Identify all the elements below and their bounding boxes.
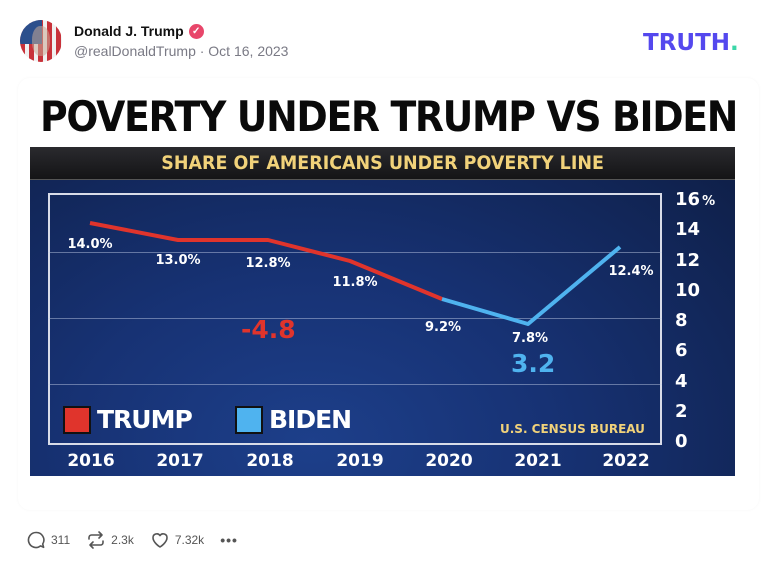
gridline-4 [48,384,662,385]
ytick-unit: % [702,194,716,209]
ytick-14: 14 [675,219,701,240]
logo-text: TRUTH [643,30,731,56]
legend-biden: BIDEN [235,405,352,434]
point-label-2016: 14.0% [67,237,113,252]
gridline-8 [48,318,662,319]
line-series [89,221,622,326]
author-info: Donald J. Trump ✓ @realDonaldTrump · Oct… [74,23,288,59]
heart-icon [152,533,168,548]
reply-icon [27,531,45,549]
ytick-value: 16 [675,189,701,210]
legend-label-biden: BIDEN [269,405,352,434]
legend-label-trump: TRUMP [97,405,193,434]
trump-change-annotation: -4.8 [241,315,296,344]
chart-panel: SHARE OF AMERICANS UNDER POVERTY LINE 14… [30,147,735,476]
biden-change-annotation: 3.2 [511,349,556,378]
ytick-8: 8 [675,310,688,331]
chart-title-bar: SHARE OF AMERICANS UNDER POVERTY LINE [30,147,735,180]
retruth-icon [88,531,104,549]
ytick-16: 16% [675,189,715,210]
xtick-2022: 2022 [602,451,650,471]
verified-badge-icon: ✓ [188,23,204,39]
xtick-2021: 2021 [514,451,562,471]
trump-line [89,221,443,301]
chart-title: SHARE OF AMERICANS UNDER POVERTY LINE [161,152,604,174]
xtick-2018: 2018 [246,451,294,471]
author-handle-and-date[interactable]: @realDonaldTrump · Oct 16, 2023 [74,43,289,59]
reply-count: 311 [51,533,71,547]
point-label-2018: 12.8% [245,256,291,271]
post-actions: 311 2.3k 7.32k ••• [26,530,254,550]
ytick-2: 2 [675,401,688,422]
biden-line [441,245,622,326]
gridline-12 [48,252,662,253]
point-label-2021: 7.8% [511,331,549,346]
trump-swatch [63,405,91,434]
retruth-count: 2.3k [111,533,134,547]
reply-button[interactable]: 311 [26,530,70,550]
author-display-name[interactable]: Donald J. Trump [74,23,184,39]
xtick-2017: 2017 [156,451,204,471]
point-label-2022: 12.4% [608,264,654,279]
point-label-2020: 9.2% [424,320,462,335]
point-label-2019: 11.8% [332,275,378,290]
biden-swatch [235,405,263,434]
truth-social-logo[interactable]: TRUTH. [643,30,739,56]
ytick-12: 12 [675,250,701,271]
plot-frame [48,193,662,445]
xtick-2016: 2016 [67,451,115,471]
like-button[interactable]: 7.32k [150,530,204,550]
image-headline: POVERTY UNDER TRUMP VS BIDEN [39,92,738,141]
logo-dot: . [730,30,739,56]
point-label-2017: 13.0% [155,253,201,268]
legend-trump: TRUMP [63,405,193,434]
post-header: Donald J. Trump ✓ @realDonaldTrump · Oct… [20,20,288,62]
source-label: U.S. CENSUS BUREAU [500,422,645,436]
xtick-2020: 2020 [425,451,473,471]
more-icon: ••• [220,532,238,548]
more-options-button[interactable]: ••• [220,532,238,548]
retruth-button[interactable]: 2.3k [86,530,134,550]
ytick-6: 6 [675,340,688,361]
xtick-2019: 2019 [336,451,384,471]
like-count: 7.32k [174,533,205,547]
ytick-4: 4 [675,371,688,392]
avatar[interactable] [20,20,62,62]
ytick-10: 10 [675,280,701,301]
ytick-0: 0 [675,431,688,452]
